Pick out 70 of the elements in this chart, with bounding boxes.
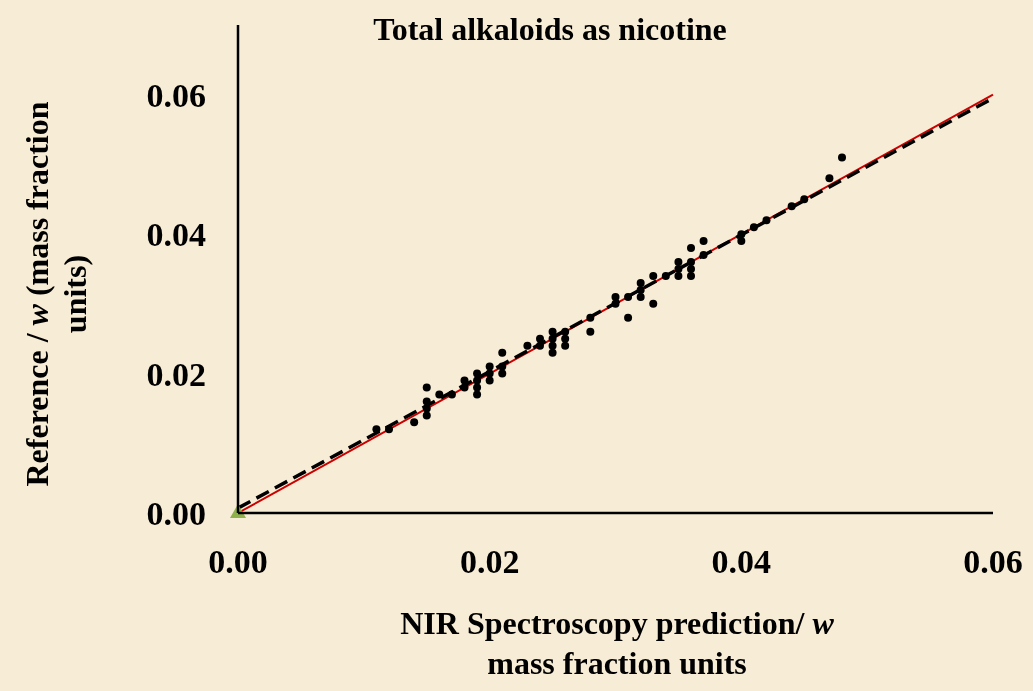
point xyxy=(485,369,494,378)
point xyxy=(410,418,419,427)
y-tick-label: 0.06 xyxy=(146,76,206,114)
point xyxy=(687,265,695,273)
point xyxy=(473,369,482,378)
point xyxy=(649,271,658,280)
point xyxy=(636,292,645,301)
point xyxy=(536,334,544,343)
point xyxy=(674,258,683,267)
point xyxy=(661,271,670,280)
point xyxy=(435,390,444,399)
point xyxy=(687,244,695,253)
point xyxy=(422,411,431,420)
point xyxy=(611,299,620,308)
point xyxy=(737,230,746,239)
point xyxy=(561,341,570,350)
point xyxy=(586,313,595,322)
point xyxy=(536,341,544,350)
point xyxy=(636,278,645,287)
point xyxy=(561,327,570,336)
point xyxy=(787,202,796,211)
point xyxy=(838,153,846,162)
point xyxy=(548,341,557,350)
point xyxy=(586,327,595,336)
x-tick-label: 0.06 xyxy=(963,543,1023,580)
point xyxy=(460,383,469,392)
point xyxy=(447,390,456,399)
point xyxy=(548,327,557,336)
point xyxy=(800,195,809,204)
y-tick-label: 0.02 xyxy=(146,355,206,393)
point xyxy=(422,383,431,392)
point xyxy=(674,271,683,280)
chart-title: Total alkaloids as nicotine xyxy=(373,11,727,47)
x-tick-label: 0.04 xyxy=(711,543,772,580)
x-tick-label: 0.00 xyxy=(208,543,268,580)
point xyxy=(636,285,645,294)
point xyxy=(687,258,695,267)
point xyxy=(485,376,494,385)
point xyxy=(674,265,683,273)
point xyxy=(624,313,633,322)
point xyxy=(385,425,393,434)
point xyxy=(548,348,557,357)
point xyxy=(460,376,469,385)
point xyxy=(649,299,658,308)
point xyxy=(473,390,482,399)
point xyxy=(548,334,557,343)
point xyxy=(498,362,507,371)
point xyxy=(699,237,708,246)
point xyxy=(422,404,431,413)
point xyxy=(611,292,620,301)
point xyxy=(825,174,834,183)
y-tick-label: 0.00 xyxy=(146,495,206,532)
point xyxy=(561,334,570,343)
point xyxy=(699,251,708,260)
y-tick-label: 0.04 xyxy=(146,216,206,254)
point xyxy=(498,348,507,357)
point xyxy=(498,369,507,378)
point xyxy=(473,376,482,385)
point xyxy=(762,216,771,225)
text: NIR Spectroscopy prediction/ w mass fraction units xyxy=(400,605,834,681)
point xyxy=(749,223,758,232)
point xyxy=(624,292,633,301)
point xyxy=(523,341,532,350)
point xyxy=(473,383,482,392)
point xyxy=(422,397,431,406)
x-tick-label: 0.02 xyxy=(459,543,520,580)
point xyxy=(372,425,381,434)
point xyxy=(687,271,695,280)
point xyxy=(485,362,494,371)
point xyxy=(737,237,746,246)
